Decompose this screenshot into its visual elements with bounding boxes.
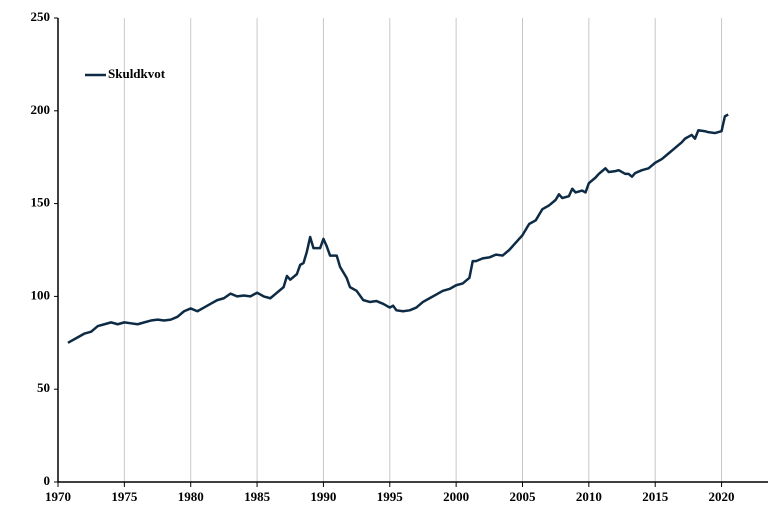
y-tick-label: 250 <box>31 9 51 24</box>
x-tick-label: 2010 <box>576 489 602 504</box>
x-tick-label: 2020 <box>709 489 735 504</box>
y-tick-label: 200 <box>31 102 51 117</box>
legend-label: Skuldkvot <box>108 66 166 81</box>
x-tick-label: 2000 <box>443 489 469 504</box>
x-tick-label: 1970 <box>45 489 71 504</box>
x-tick-label: 1975 <box>111 489 138 504</box>
x-tick-label: 1995 <box>377 489 404 504</box>
x-tick-label: 1985 <box>244 489 271 504</box>
y-tick-label: 150 <box>31 195 51 210</box>
x-tick-label: 2015 <box>642 489 669 504</box>
line-series <box>67 113 729 344</box>
x-tick-label: 2005 <box>509 489 536 504</box>
y-tick-label: 0 <box>44 473 51 488</box>
y-tick-label: 100 <box>31 287 51 302</box>
x-tick-label: 1990 <box>310 489 336 504</box>
y-tick-label: 50 <box>37 380 50 395</box>
x-tick-label: 1980 <box>178 489 204 504</box>
